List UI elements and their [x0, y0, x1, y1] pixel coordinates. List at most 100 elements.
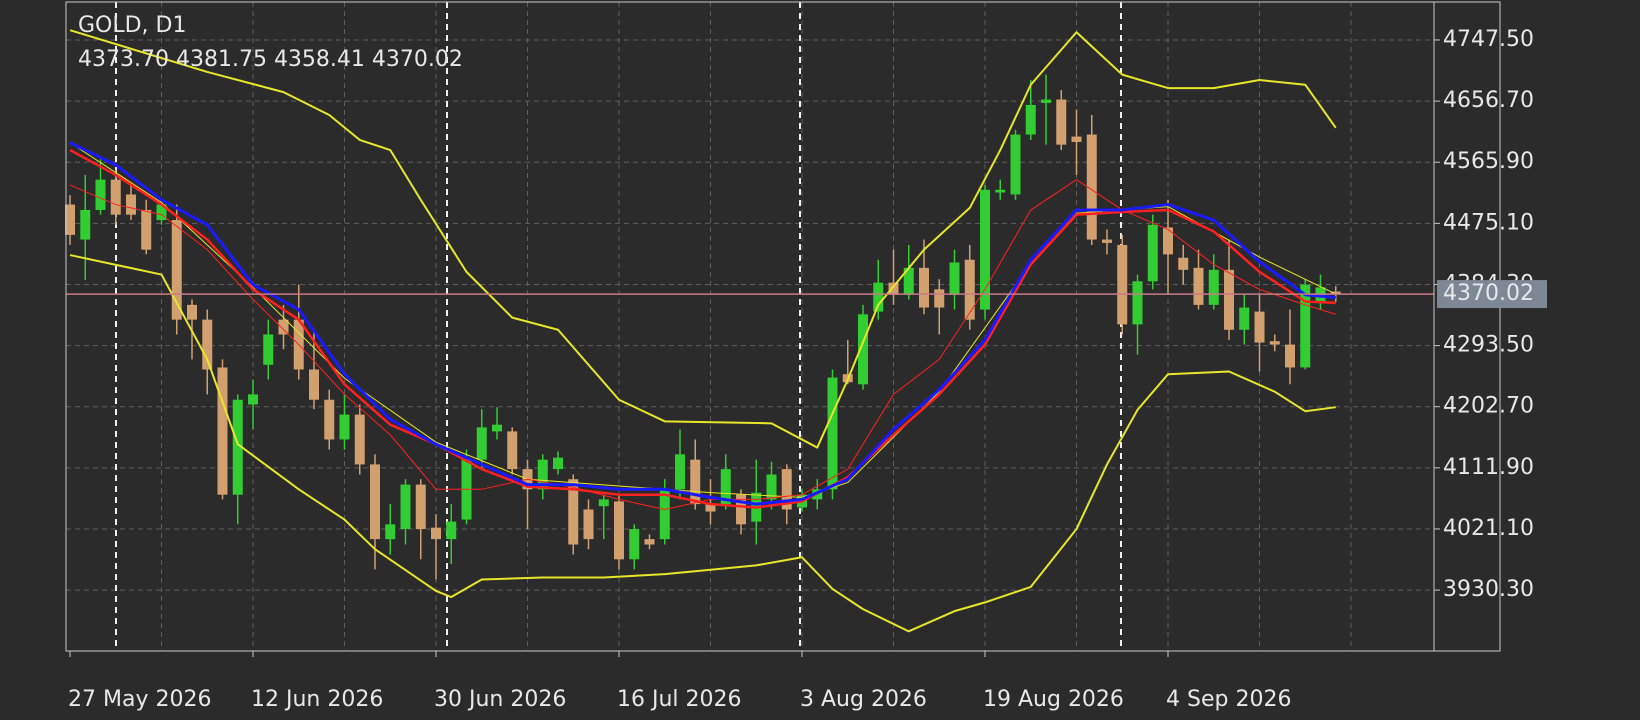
- candle-body: [1056, 99, 1067, 145]
- candle-body: [1147, 224, 1158, 282]
- y-tick-label: 4656.70: [1443, 88, 1534, 113]
- candle-body: [537, 459, 548, 490]
- indicator-line: [69, 141, 1336, 506]
- candle-body: [629, 529, 640, 560]
- plot-frame: [65, 1, 1435, 652]
- candle-body: [1178, 257, 1189, 270]
- y-tick-label: 4293.50: [1443, 333, 1534, 358]
- x-tick-label: 16 Jul 2026: [617, 687, 742, 712]
- x-tick-label: 19 Aug 2026: [983, 687, 1124, 712]
- chart-title: GOLD, D1: [78, 13, 187, 38]
- candle-body: [385, 524, 396, 540]
- candle-body: [720, 469, 731, 505]
- candle-body: [644, 539, 655, 545]
- indicator-line: [69, 29, 1337, 449]
- labels: 3930.304021.104111.904202.704293.504384.…: [68, 27, 1547, 712]
- bid-label: 4370.02: [1443, 281, 1534, 306]
- candle-body: [248, 394, 258, 405]
- candle-body: [1010, 134, 1021, 195]
- candle-body: [141, 209, 152, 250]
- candle-body: [415, 484, 426, 530]
- candle-body: [705, 504, 716, 512]
- candle-body: [598, 499, 609, 507]
- candle-body: [690, 459, 701, 505]
- candle-body: [949, 262, 960, 295]
- candle-body: [1102, 239, 1112, 243]
- candle-body: [1269, 341, 1280, 345]
- candle-body: [858, 314, 868, 385]
- indicator-line: [69, 148, 1336, 509]
- candle-body: [1254, 311, 1265, 343]
- candle-body: [507, 431, 518, 470]
- candle-body: [324, 399, 335, 440]
- candle-body: [1285, 344, 1295, 368]
- candle-body: [65, 204, 75, 235]
- candle-body: [766, 474, 777, 500]
- y-tick-label: 3930.30: [1443, 577, 1534, 602]
- candle-body: [202, 319, 213, 370]
- candle-body: [568, 479, 579, 545]
- candle-body: [95, 179, 106, 210]
- candle-body: [614, 501, 624, 560]
- indicator-line: [69, 179, 1336, 510]
- candle-body: [659, 489, 670, 540]
- candle-body: [492, 424, 502, 432]
- candle-body: [126, 194, 136, 215]
- x-tick-label: 3 Aug 2026: [800, 687, 927, 712]
- candle-body: [781, 469, 792, 510]
- candle-body: [919, 267, 929, 308]
- candle-body: [187, 304, 197, 320]
- y-tick-label: 4111.90: [1443, 455, 1534, 480]
- candle-body: [446, 521, 457, 540]
- candle-body: [553, 457, 563, 470]
- candle-body: [583, 509, 594, 540]
- candle-body: [232, 399, 243, 495]
- x-tick-label: 30 Jun 2026: [434, 687, 566, 712]
- candle-body: [217, 367, 228, 495]
- candle-body: [171, 220, 182, 320]
- candle-body: [934, 289, 945, 308]
- y-tick-label: 4202.70: [1443, 394, 1534, 419]
- candle-body: [888, 282, 899, 295]
- candle-body: [903, 267, 914, 295]
- candle-body: [156, 204, 167, 221]
- candle-body: [1025, 104, 1036, 135]
- candle-body: [827, 377, 838, 490]
- x-tick-label: 4 Sep 2026: [1166, 687, 1291, 712]
- candle-body: [873, 282, 884, 312]
- candle-body: [1330, 291, 1341, 295]
- candle-body: [736, 494, 746, 525]
- candle-body: [354, 414, 365, 465]
- y-tick-label: 4565.90: [1443, 149, 1534, 174]
- candle-body: [339, 414, 350, 440]
- candle-body: [1041, 99, 1051, 103]
- candle-body: [309, 369, 319, 400]
- candle-body: [431, 527, 441, 540]
- x-tick-label: 27 May 2026: [68, 687, 211, 712]
- candle-body: [1132, 281, 1143, 325]
- candle-body: [1163, 227, 1173, 255]
- candle-body: [995, 189, 1006, 193]
- candle-body: [1117, 244, 1128, 325]
- ohlc-readout: 4373.70 4381.75 4358.41 4370.02: [78, 47, 463, 72]
- candle-body: [675, 454, 685, 490]
- indicator-line: [69, 254, 1336, 633]
- candle-body: [1239, 307, 1250, 330]
- candle-body: [110, 179, 121, 215]
- candle-body: [1300, 284, 1311, 368]
- candle-body: [964, 259, 975, 320]
- y-tick-label: 4475.10: [1443, 210, 1534, 235]
- candle-body: [1224, 269, 1234, 330]
- candle-body: [1071, 136, 1082, 142]
- candle-body: [278, 319, 289, 335]
- candle-body: [476, 427, 487, 460]
- candle-body: [400, 484, 411, 530]
- y-tick-label: 4021.10: [1443, 516, 1534, 541]
- bid-label-box: [1437, 280, 1547, 309]
- candle-body: [80, 209, 91, 240]
- candle-body: [980, 189, 990, 310]
- y-tick-label: 4747.50: [1443, 27, 1534, 52]
- candle-body: [1208, 269, 1219, 305]
